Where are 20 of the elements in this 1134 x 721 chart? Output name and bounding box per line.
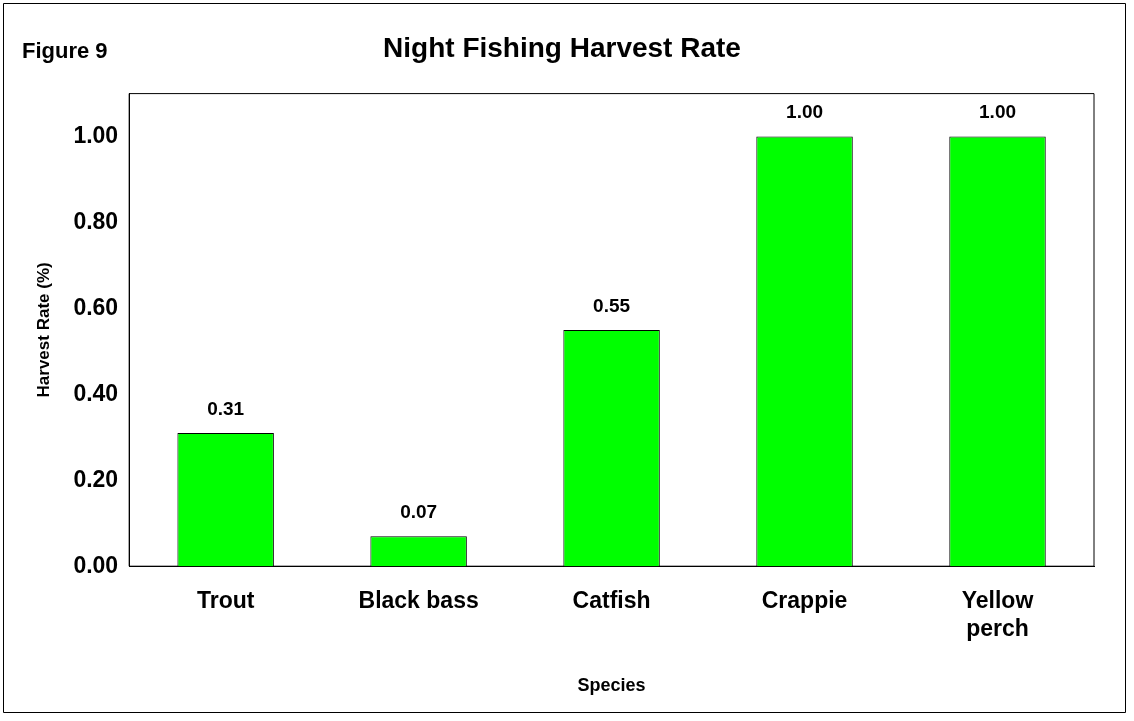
y-tick-label: 0.20 bbox=[73, 465, 119, 492]
x-tick-label: Black bass bbox=[358, 587, 479, 614]
y-tick-label: 0.60 bbox=[73, 293, 119, 320]
y-tick-label: 0.40 bbox=[73, 379, 119, 406]
data-label: 0.31 bbox=[207, 397, 245, 419]
data-label: 1.00 bbox=[979, 101, 1017, 123]
chart-title: Night Fishing Harvest Rate bbox=[383, 31, 741, 63]
data-label: 1.00 bbox=[786, 101, 824, 123]
x-tick-label: Catfish bbox=[572, 587, 651, 614]
y-tick-label: 0.80 bbox=[73, 207, 119, 234]
data-label: 0.55 bbox=[593, 294, 631, 316]
data-label: 0.07 bbox=[400, 500, 438, 522]
caption: Figure 9 bbox=[22, 38, 108, 64]
y-axis-title: Harvest Rate (%) bbox=[33, 262, 53, 398]
x-tick-label: Crappie bbox=[761, 587, 848, 614]
y-tick-label: 0.00 bbox=[73, 551, 119, 578]
x-axis-title: Species bbox=[577, 675, 646, 696]
x-tick-label: Trout bbox=[196, 587, 255, 614]
y-tick-label: 1.00 bbox=[73, 121, 119, 148]
x-tick-label: Yellow perch bbox=[961, 587, 1034, 641]
